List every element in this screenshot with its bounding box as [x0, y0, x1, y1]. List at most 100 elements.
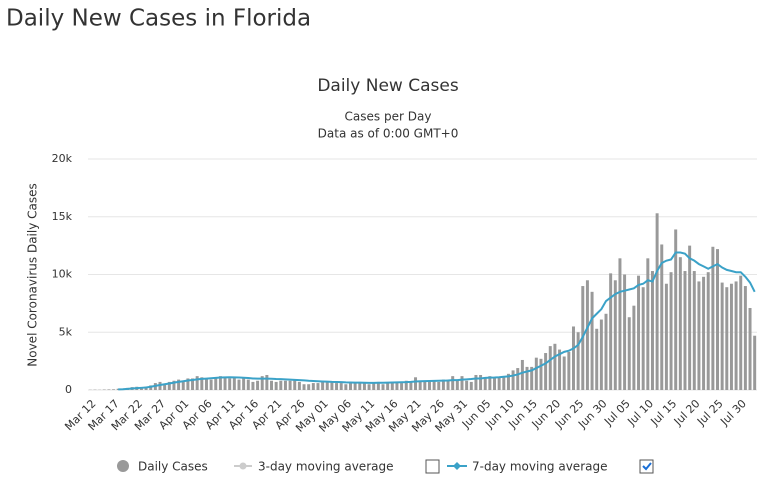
bar — [451, 376, 454, 390]
bar — [256, 381, 259, 390]
bar — [721, 283, 724, 390]
bar — [684, 271, 687, 390]
bar — [688, 246, 691, 390]
bar — [642, 287, 645, 390]
bar — [697, 281, 700, 390]
bar — [618, 258, 621, 390]
checkbox[interactable] — [426, 460, 439, 473]
bar — [107, 389, 110, 390]
bar — [372, 383, 375, 390]
bar — [535, 358, 538, 390]
bar — [465, 381, 468, 390]
y-axis-label: Novel Coronavirus Daily Cases — [26, 183, 40, 366]
bar — [303, 384, 306, 390]
bar — [670, 272, 673, 390]
y-tick-label: 20k — [52, 152, 73, 165]
bar — [730, 284, 733, 390]
bar — [214, 377, 217, 390]
bar — [316, 383, 319, 390]
bar — [609, 273, 612, 390]
bar — [386, 383, 389, 390]
y-tick-label: 10k — [52, 268, 73, 281]
bar — [567, 352, 570, 390]
bar — [112, 389, 115, 390]
bar — [461, 376, 464, 390]
x-tick-label: Jul 30 — [717, 397, 749, 429]
legend-label[interactable]: Daily Cases — [138, 460, 208, 474]
bar — [563, 357, 566, 390]
bar — [293, 380, 296, 390]
bar — [725, 287, 728, 390]
chart-note: Data as of 0:00 GMT+0 — [318, 127, 459, 141]
bar — [456, 381, 459, 390]
bar — [251, 382, 254, 390]
bar — [335, 383, 338, 390]
bar — [707, 272, 710, 390]
bar — [553, 344, 556, 390]
bar — [400, 383, 403, 390]
bar — [247, 380, 250, 390]
x-tick-label: Jul 10 — [624, 397, 656, 429]
legend-label[interactable]: 7-day moving average — [472, 460, 607, 474]
x-tick-label: Jul 25 — [694, 397, 726, 429]
bar — [735, 281, 738, 390]
page-title: Daily New Cases in Florida — [6, 6, 311, 32]
bar — [382, 384, 385, 390]
bar — [312, 383, 315, 390]
bar — [753, 336, 756, 390]
bar — [275, 382, 278, 390]
bar — [233, 377, 236, 390]
moving-average-line — [118, 253, 754, 390]
bar — [210, 380, 213, 390]
y-tick-label: 15k — [52, 210, 73, 223]
bar — [265, 375, 268, 390]
bar — [344, 384, 347, 390]
bar — [284, 381, 287, 390]
chart-title: Daily New Cases — [317, 76, 459, 96]
bar — [656, 213, 659, 390]
bar — [521, 360, 524, 390]
bar — [270, 381, 273, 390]
x-tick-label: Jul 15 — [648, 397, 680, 429]
legend-label[interactable]: 3-day moving average — [258, 460, 393, 474]
bar — [279, 381, 282, 390]
bar — [307, 384, 310, 390]
chart-subtitle: Cases per Day — [345, 110, 432, 124]
bar — [716, 249, 719, 390]
bar — [437, 382, 440, 390]
bar — [614, 280, 617, 390]
bar — [423, 382, 426, 390]
bar — [228, 378, 231, 390]
bar — [679, 257, 682, 390]
bar — [646, 258, 649, 390]
bar — [651, 271, 654, 390]
bar — [632, 306, 635, 390]
bar — [414, 377, 417, 390]
bar — [539, 359, 542, 390]
bar — [349, 383, 352, 390]
bar — [502, 377, 505, 390]
bar — [238, 380, 241, 390]
bar — [544, 353, 547, 390]
x-tick-label: Jul 20 — [671, 397, 703, 429]
bar — [572, 326, 575, 390]
checkbox-checked[interactable] — [640, 460, 653, 473]
bar — [326, 382, 329, 390]
bar — [298, 382, 301, 390]
bar — [512, 370, 515, 390]
bar — [498, 377, 501, 390]
bar — [363, 383, 366, 390]
bar — [665, 284, 668, 390]
bar — [739, 276, 742, 390]
bar — [516, 368, 519, 390]
bar — [224, 377, 227, 390]
bar — [628, 317, 631, 390]
bar — [474, 375, 477, 390]
bar — [205, 378, 208, 390]
y-tick-label: 0 — [65, 383, 72, 396]
bar — [605, 314, 608, 390]
bar — [549, 346, 552, 390]
bar — [693, 271, 696, 390]
